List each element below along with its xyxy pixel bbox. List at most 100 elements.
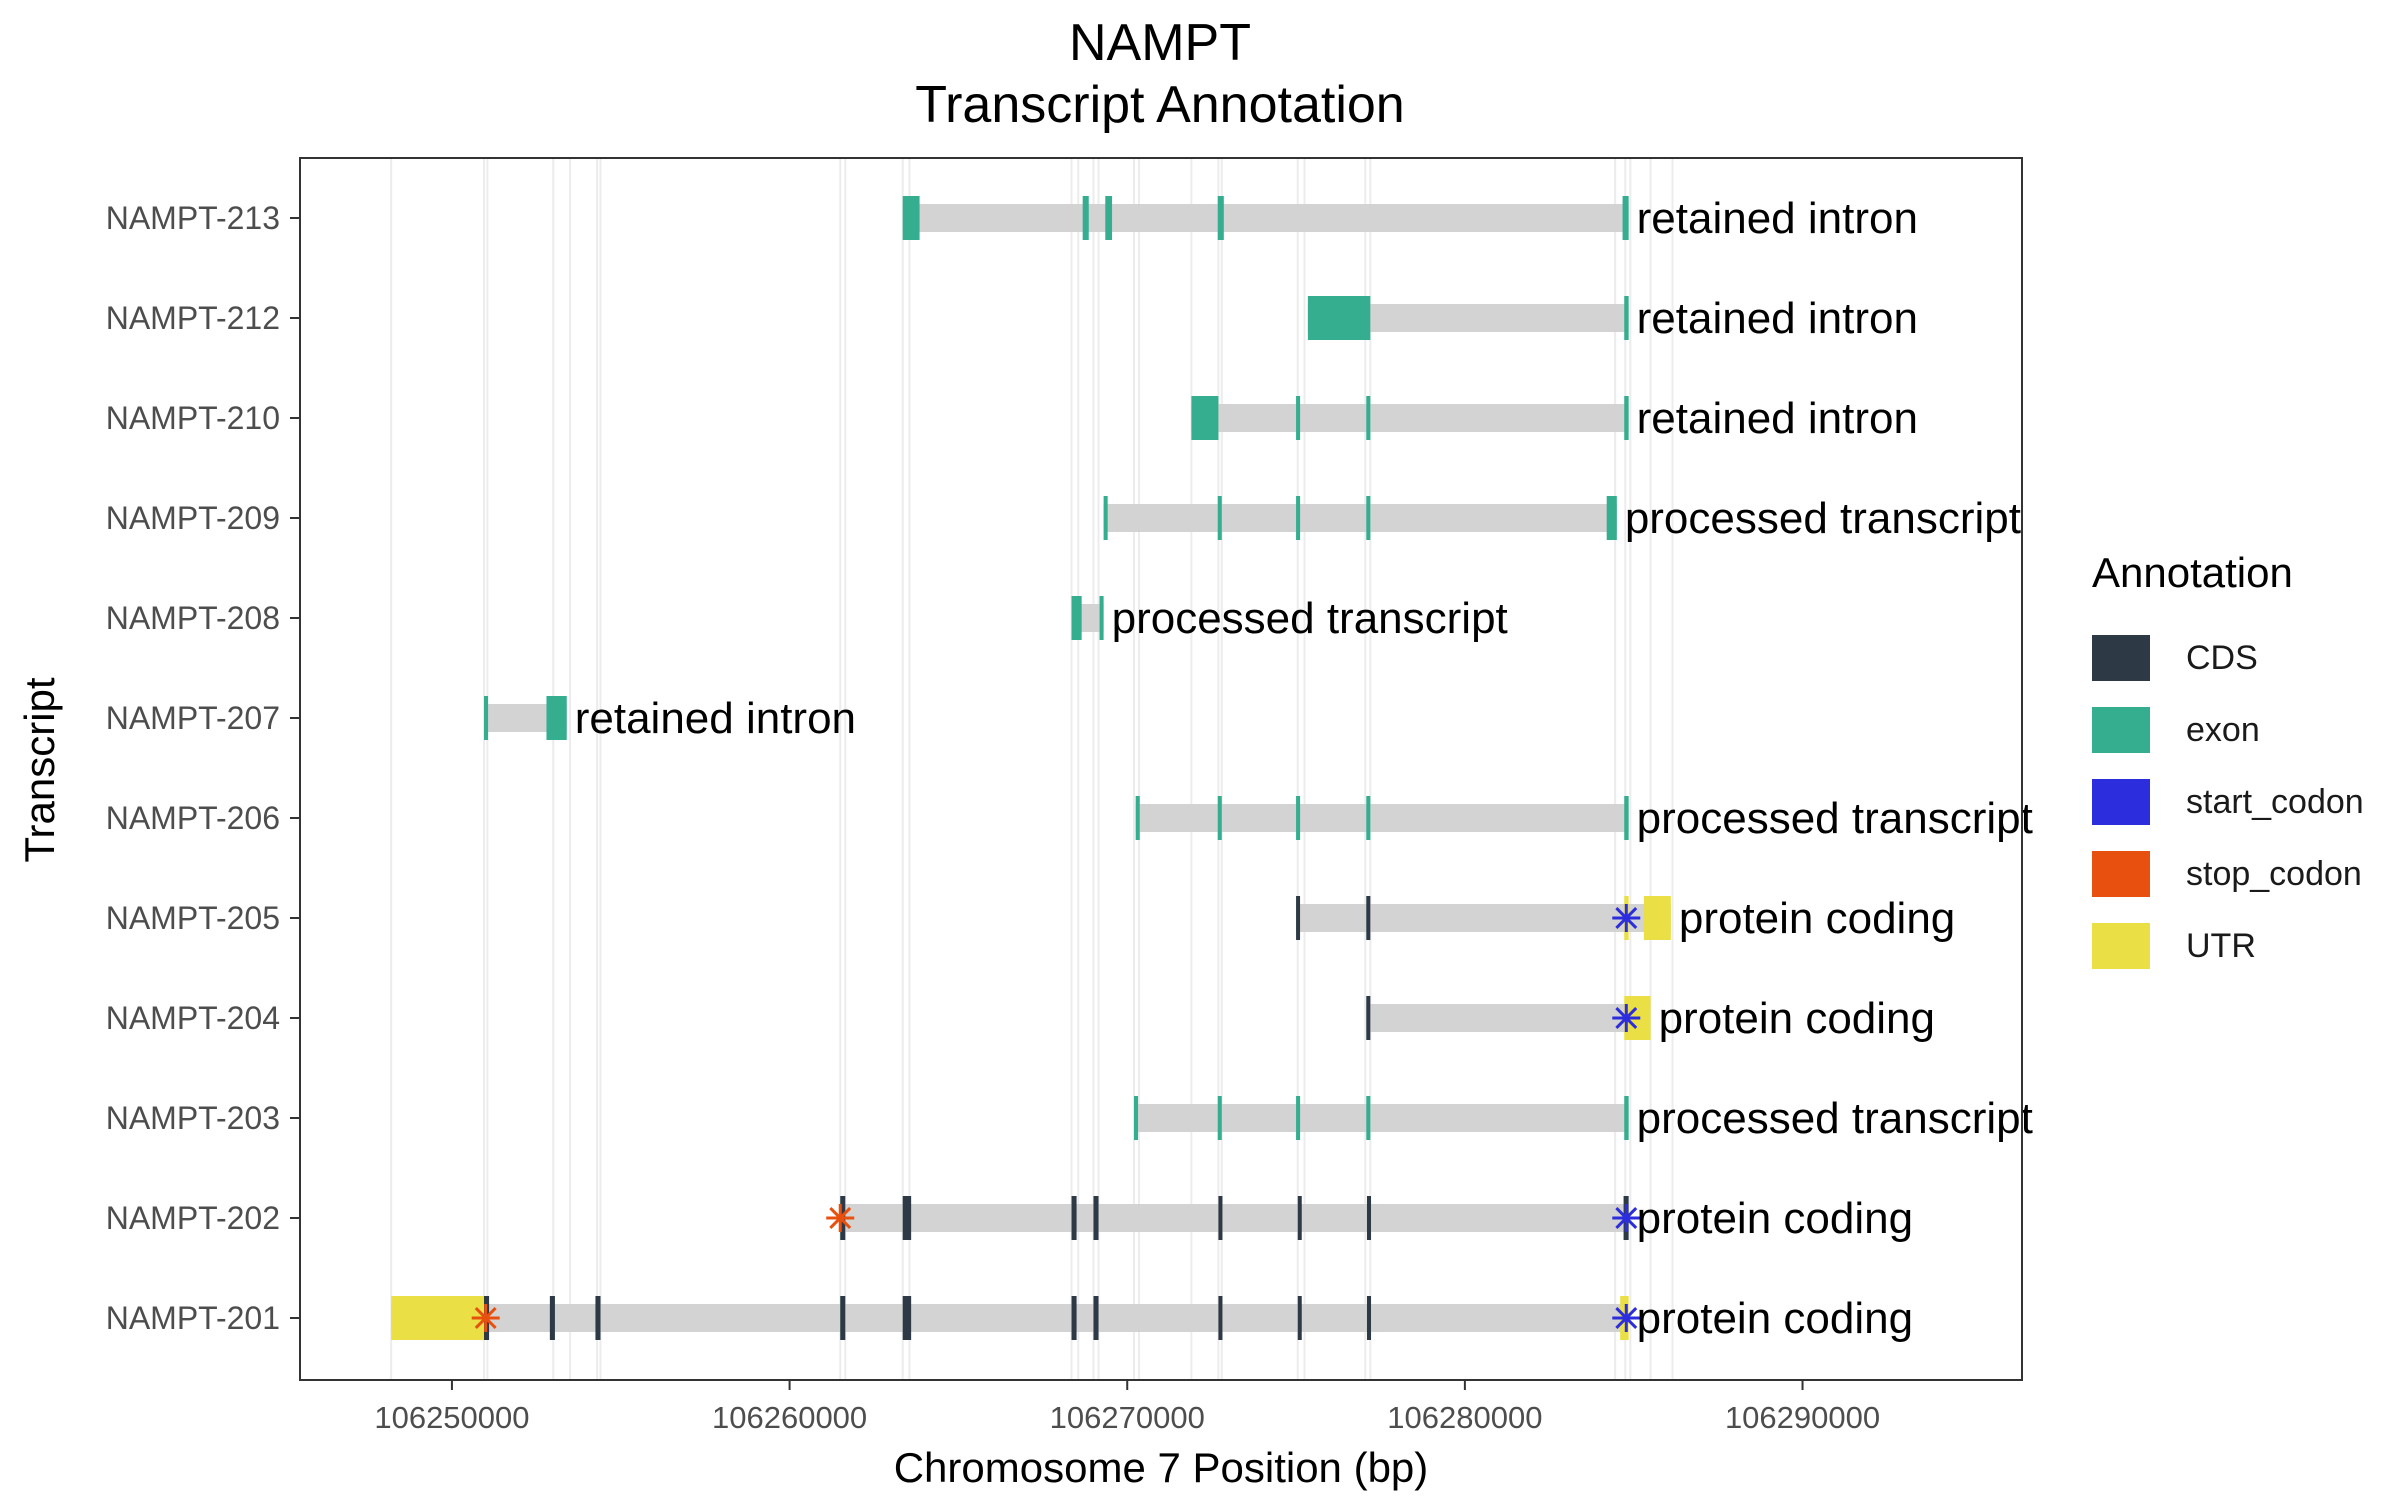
exon-block: [1307, 296, 1371, 340]
stop-codon-marker: [471, 1304, 500, 1332]
cds-block: [840, 1296, 846, 1340]
panel-border: [299, 157, 2023, 1381]
start-codon-marker: [1612, 1304, 1641, 1332]
exon-block: [1296, 1096, 1301, 1140]
legend-label: UTR: [2186, 926, 2256, 965]
transcript-rows: retained intron retained intron retained i…: [391, 194, 2033, 1343]
exon-block: [1622, 196, 1629, 240]
biotype-label: protein coding: [1659, 994, 1935, 1043]
transcript-span-bar: [391, 1304, 1629, 1332]
transcript-span-bar: [902, 204, 1629, 232]
transcript-label: NAMPT-209: [106, 500, 280, 536]
cds-block: [902, 1196, 912, 1240]
transcript-label: NAMPT-207: [106, 700, 280, 736]
utr-block: [391, 1296, 486, 1340]
cds-block: [902, 1296, 912, 1340]
biotype-label: protein coding: [1637, 1194, 1913, 1243]
chart-title-line-1: NAMPT: [1069, 14, 1251, 72]
exon-block: [1217, 196, 1224, 240]
legend-items: CDS exon start_codon stop_codon UTR: [2092, 622, 2364, 982]
exon-block: [1366, 1096, 1371, 1140]
transcript-label: NAMPT-203: [106, 1100, 280, 1136]
exon-block: [1296, 496, 1301, 540]
transcript-label: NAMPT-210: [106, 400, 280, 436]
cds-block: [1218, 1296, 1223, 1340]
transcript-label: NAMPT-204: [106, 1000, 280, 1036]
x-axis: 106250000 106260000 106270000 106280000 1062…: [374, 1380, 1880, 1435]
exon-block: [1624, 396, 1629, 440]
stop-codon-marker-stroke: [474, 1307, 497, 1329]
cds-block: [1366, 996, 1371, 1040]
cds-block: [1297, 1296, 1302, 1340]
x-tick-label: 106270000: [1050, 1400, 1205, 1435]
cds-block: [549, 1296, 555, 1340]
transcript-span-bar: [1135, 804, 1629, 832]
start-codon-marker-stroke: [1615, 1307, 1638, 1329]
cds-block: [1366, 896, 1371, 940]
cds-block: [1296, 896, 1301, 940]
biotype-label: retained intron: [1637, 394, 1918, 443]
start-codon-marker-stroke: [1615, 1007, 1638, 1029]
exon-block: [1366, 496, 1371, 540]
legend-swatch: [2092, 635, 2150, 681]
stop-codon-marker: [826, 1204, 855, 1232]
start-codon-marker: [1612, 904, 1641, 932]
exon-block: [1624, 796, 1629, 840]
legend-label: exon: [2186, 710, 2260, 749]
exon-block: [1099, 596, 1104, 640]
cds-block: [1071, 1296, 1077, 1340]
legend: Annotation CDS exon start_codon stop_codon U…: [2092, 548, 2364, 982]
legend-item: stop_codon: [2092, 838, 2364, 910]
start-codon-marker-stroke: [1615, 1207, 1638, 1229]
biotype-label: retained intron: [575, 694, 856, 743]
start-codon-marker: [1612, 1204, 1641, 1232]
legend-label: CDS: [2186, 638, 2258, 677]
x-axis-label: Chromosome 7 Position (bp): [894, 1444, 1429, 1491]
legend-label: stop_codon: [2186, 854, 2362, 893]
transcript-label: NAMPT-213: [106, 200, 280, 236]
x-tick-label: 106290000: [1725, 1400, 1880, 1435]
cds-block: [1093, 1296, 1099, 1340]
exon-block: [1082, 196, 1089, 240]
y-axis: NAMPT-213 NAMPT-212 NAMPT-210 NAMPT-209 NAMP…: [106, 200, 300, 1336]
chart-title-line-2: Transcript Annotation: [915, 76, 1405, 134]
stop-codon-marker-stroke: [829, 1207, 852, 1229]
biotype-label: processed transcript: [1112, 594, 1508, 643]
biotype-label: protein coding: [1679, 894, 1955, 943]
guide-lines: [390, 158, 1674, 1380]
cds-block: [595, 1296, 601, 1340]
biotype-label: retained intron: [1637, 294, 1918, 343]
transcript-label: NAMPT-208: [106, 600, 280, 636]
cds-block: [1366, 1196, 1372, 1240]
transcript-label: NAMPT-212: [106, 300, 280, 336]
transcript-span-bar: [1103, 504, 1617, 532]
exon-block: [1624, 1096, 1629, 1140]
transcript-span-bar: [1366, 1004, 1651, 1032]
exon-block: [484, 696, 489, 740]
biotype-label: protein coding: [1637, 1294, 1913, 1343]
exon-block: [1133, 1096, 1139, 1140]
exon-block: [1606, 496, 1617, 540]
transcript-span-bar: [1133, 1104, 1629, 1132]
legend-swatch: [2092, 779, 2150, 825]
exon-block: [902, 196, 920, 240]
biotype-label: processed transcript: [1637, 1094, 2033, 1143]
y-axis-label: Transcript: [16, 677, 63, 862]
biotype-label: processed transcript: [1637, 794, 2033, 843]
legend-label: start_codon: [2186, 782, 2364, 821]
x-tick-label: 106260000: [712, 1400, 867, 1435]
exon-block: [1296, 396, 1301, 440]
exon-block: [1624, 296, 1629, 340]
utr-block: [1643, 896, 1671, 940]
exon-block: [1366, 796, 1371, 840]
exon-block: [1103, 496, 1108, 540]
transcript-plot: retained intron retained intron retained i…: [16, 157, 2033, 1491]
transcript-span-bar: [840, 1204, 1629, 1232]
legend-title: Annotation: [2092, 549, 2293, 596]
transcript-label: NAMPT-206: [106, 800, 280, 836]
transcript-span-bar: [1191, 404, 1629, 432]
legend-item: start_codon: [2092, 766, 2364, 838]
legend-swatch: [2092, 923, 2150, 969]
legend-swatch: [2092, 707, 2150, 753]
cds-block: [1093, 1196, 1099, 1240]
